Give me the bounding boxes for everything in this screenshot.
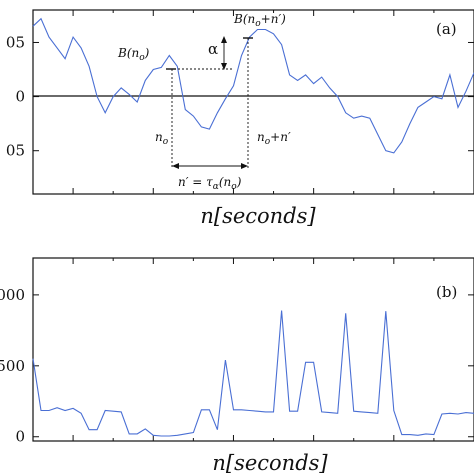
annotation-alpha: α bbox=[208, 40, 218, 58]
tau-arrow-head-left bbox=[172, 163, 179, 169]
tau-arrow-head-right bbox=[241, 163, 248, 169]
panel-b-ticks bbox=[32, 258, 474, 441]
panel-b-y-tick-label: 000 bbox=[0, 286, 25, 304]
annotation-point-a: B(no) bbox=[117, 46, 150, 63]
panel-a-ticks bbox=[32, 10, 474, 194]
panel-b-y-tick-label: 500 bbox=[0, 357, 25, 375]
panel-a-y-tick-label: 0 bbox=[15, 88, 25, 106]
panel-a: 05 0 05 B(no) B(no+n′) α no no+n′ n′ = τα(… bbox=[6, 9, 474, 228]
panel-b-y-tick-label: 0 bbox=[15, 428, 25, 446]
panel-a-y-tick-label: 05 bbox=[6, 142, 25, 160]
annotation-n0-plus-n: no+n′ bbox=[257, 130, 291, 147]
annotation-n0: no bbox=[155, 130, 169, 147]
panel-b-series-line bbox=[32, 310, 474, 437]
panel-b-label: (b) bbox=[436, 283, 457, 301]
panel-a-annotation-guides bbox=[166, 36, 253, 169]
panel-b-x-axis-label: n[seconds] bbox=[212, 451, 328, 474]
panel-a-label: (a) bbox=[436, 20, 457, 38]
panel-b-frame bbox=[32, 257, 474, 442]
annotation-point-b: B(no+n′) bbox=[233, 12, 286, 29]
panel-a-frame bbox=[32, 9, 474, 195]
panel-a-x-axis-label: n[seconds] bbox=[200, 204, 316, 228]
annotation-tau: n′ = τα(no) bbox=[178, 175, 242, 192]
panel-b-y-tick-labels: 000 500 0 bbox=[0, 286, 25, 446]
panel-a-y-tick-label: 05 bbox=[6, 33, 25, 51]
alpha-arrow-head-top bbox=[221, 36, 227, 43]
panel-b: 000 500 0 (b) n[seconds] bbox=[0, 257, 474, 474]
panel-a-series-line bbox=[32, 17, 474, 154]
panel-a-y-tick-labels: 05 0 05 bbox=[6, 33, 25, 159]
alpha-arrow-head-bottom bbox=[221, 63, 227, 70]
